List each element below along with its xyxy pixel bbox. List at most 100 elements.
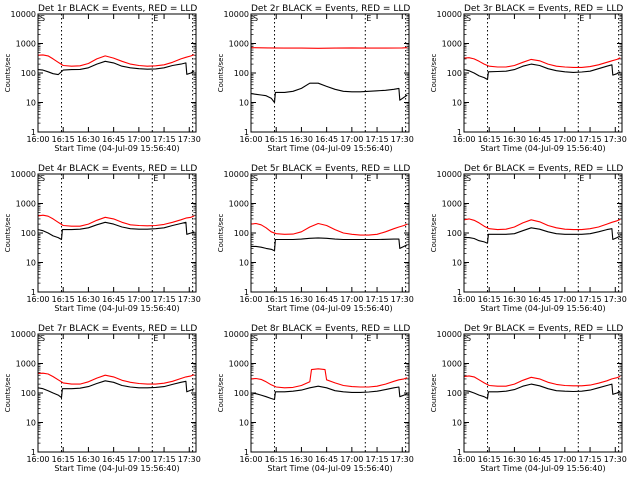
panel-6-xtick-label: 16:15 <box>478 295 501 304</box>
panel-6-ylabel: Counts/sec <box>430 214 438 253</box>
panel-7-ytick-label: 10 <box>26 419 36 428</box>
panel-4-xlabel: Start Time (04-Jul-09 15:56:40) <box>54 304 179 313</box>
panel-5-start-marker: S <box>253 174 258 183</box>
panel-6-ytick-label: 10 <box>452 259 462 268</box>
panel-5-ytick-label: 10000 <box>224 170 249 179</box>
panel-7-ytick-label: 1 <box>31 448 36 457</box>
panel-9-xtick-label: 16:45 <box>528 455 551 464</box>
panel-4-xtick-label: 16:00 <box>26 295 49 304</box>
panel-det-6: Det 6r BLACK = Events, RED = LLD Counts/s… <box>430 164 627 313</box>
panel-5-xtick-label: 17:00 <box>340 295 363 304</box>
panel-3-xtick-label: 17:30 <box>604 135 627 144</box>
panel-4-title: Det 4r BLACK = Events, RED = LLD <box>38 164 197 174</box>
panel-1-series-events <box>37 60 195 76</box>
panel-5-ytick-label: 10 <box>239 259 249 268</box>
panel-7-xlabel: Start Time (04-Jul-09 15:56:40) <box>54 464 179 473</box>
panel-8-ytick-label: 1 <box>244 448 249 457</box>
panel-6-ytick-label: 1000 <box>442 200 462 209</box>
panel-2-xtick-label: 16:45 <box>315 135 338 144</box>
panel-8-series-events <box>250 385 408 401</box>
panel-8-series-lld <box>250 368 408 389</box>
panel-2-axes <box>250 13 410 133</box>
panel-2-xtick-label: 17:00 <box>340 135 363 144</box>
panel-3-start-marker: S <box>466 14 471 23</box>
panel-8-ytick-label: 10000 <box>224 330 249 339</box>
panel-4-start-marker: S <box>40 174 45 183</box>
panel-1-ytick-label: 10 <box>26 99 36 108</box>
panel-6-ytick-label: 1 <box>457 288 462 297</box>
panel-6-ytick-label: 100 <box>447 229 462 238</box>
panel-4-xtick-label: 17:30 <box>178 295 201 304</box>
panel-6-xtick-label: 17:15 <box>579 295 602 304</box>
panel-6-series-lld <box>463 218 621 231</box>
panel-1-xtick-label: 16:15 <box>52 135 75 144</box>
panel-7-end-marker: E <box>153 334 158 343</box>
panel-5-series-lld <box>250 222 408 236</box>
panel-3-xtick-label: 16:45 <box>528 135 551 144</box>
panel-det-2: Det 2r BLACK = Events, RED = LLD Counts/s… <box>217 4 414 153</box>
panel-8-end-marker: E <box>366 334 371 343</box>
panel-3-xlabel: Start Time (04-Jul-09 15:56:40) <box>480 144 605 153</box>
panel-5-title: Det 5r BLACK = Events, RED = LLD <box>251 164 410 174</box>
panel-2-ytick-label: 1000 <box>229 40 249 49</box>
panel-1-axes <box>37 13 197 133</box>
panel-3-xtick-label: 17:15 <box>579 135 602 144</box>
panel-2-start-marker: S <box>253 14 258 23</box>
panel-9-xtick-label: 17:30 <box>604 455 627 464</box>
panel-9-ytick-label: 10 <box>452 419 462 428</box>
panel-6-xlabel: Start Time (04-Jul-09 15:56:40) <box>480 304 605 313</box>
panel-6-xtick-label: 16:30 <box>503 295 526 304</box>
panel-3-xtick-label: 17:00 <box>553 135 576 144</box>
panel-6-axes <box>463 173 623 293</box>
panel-4-ytick-label: 10 <box>26 259 36 268</box>
panel-8-xtick-label: 16:30 <box>290 455 313 464</box>
panel-5-series-events <box>251 237 408 252</box>
panel-8-title: Det 8r BLACK = Events, RED = LLD <box>251 324 410 334</box>
panel-9-xtick-label: 16:15 <box>478 455 501 464</box>
panel-8-ylabel: Counts/sec <box>217 374 225 413</box>
panel-det-8: Det 8r BLACK = Events, RED = LLD Counts/s… <box>217 324 414 473</box>
panel-5-ytick-label: 100 <box>234 229 249 238</box>
panel-1-ytick-label: 10000 <box>11 10 36 19</box>
panel-7-xtick-label: 16:45 <box>102 455 125 464</box>
panel-1-series-lld <box>37 54 195 67</box>
panel-det-4: Det 4r BLACK = Events, RED = LLD Counts/s… <box>4 164 201 313</box>
panel-1-ytick-label: 1000 <box>16 40 36 49</box>
panel-2-xtick-label: 16:15 <box>265 135 288 144</box>
panel-1-xtick-label: 16:00 <box>26 135 49 144</box>
panel-6-ytick-label: 10000 <box>437 170 462 179</box>
panel-2-ylabel: Counts/sec <box>217 54 225 93</box>
panel-4-axes <box>37 173 197 293</box>
panel-8-ytick-label: 10 <box>239 419 249 428</box>
panel-4-series-events <box>37 221 195 241</box>
panel-det-9: Det 9r BLACK = Events, RED = LLD Counts/s… <box>430 324 627 473</box>
panel-6-xtick-label: 16:45 <box>528 295 551 304</box>
panel-7-title: Det 7r BLACK = Events, RED = LLD <box>38 324 197 334</box>
panel-7-xtick-label: 17:30 <box>178 455 201 464</box>
panel-5-ytick-label: 1000 <box>229 200 249 209</box>
panel-9-xtick-label: 16:30 <box>503 455 526 464</box>
panel-3-xtick-label: 16:00 <box>452 135 475 144</box>
panel-7-ytick-label: 10000 <box>11 330 36 339</box>
panel-8-axes <box>250 333 410 453</box>
panel-7-start-marker: S <box>40 334 45 343</box>
panel-2-xtick-label: 17:30 <box>391 135 414 144</box>
panel-2-end-marker: E <box>366 14 371 23</box>
panel-5-end-marker: E <box>366 174 371 183</box>
panel-6-start-marker: S <box>466 174 471 183</box>
panel-7-xtick-label: 16:30 <box>77 455 100 464</box>
panel-9-xtick-label: 16:00 <box>452 455 475 464</box>
panel-1-ylabel: Counts/sec <box>4 54 12 93</box>
panel-9-axes <box>463 333 623 453</box>
panel-6-xtick-label: 17:30 <box>604 295 627 304</box>
panel-7-ytick-label: 100 <box>21 389 36 398</box>
panel-5-axes <box>250 173 410 293</box>
panel-8-xlabel: Start Time (04-Jul-09 15:56:40) <box>267 464 392 473</box>
panel-1-xtick-label: 16:45 <box>102 135 125 144</box>
panel-det-5: Det 5r BLACK = Events, RED = LLD Counts/s… <box>217 164 414 313</box>
panel-8-xtick-label: 16:45 <box>315 455 338 464</box>
panel-9-title: Det 9r BLACK = Events, RED = LLD <box>464 324 623 334</box>
panel-1-ytick-label: 100 <box>21 69 36 78</box>
panel-5-xtick-label: 16:45 <box>315 295 338 304</box>
